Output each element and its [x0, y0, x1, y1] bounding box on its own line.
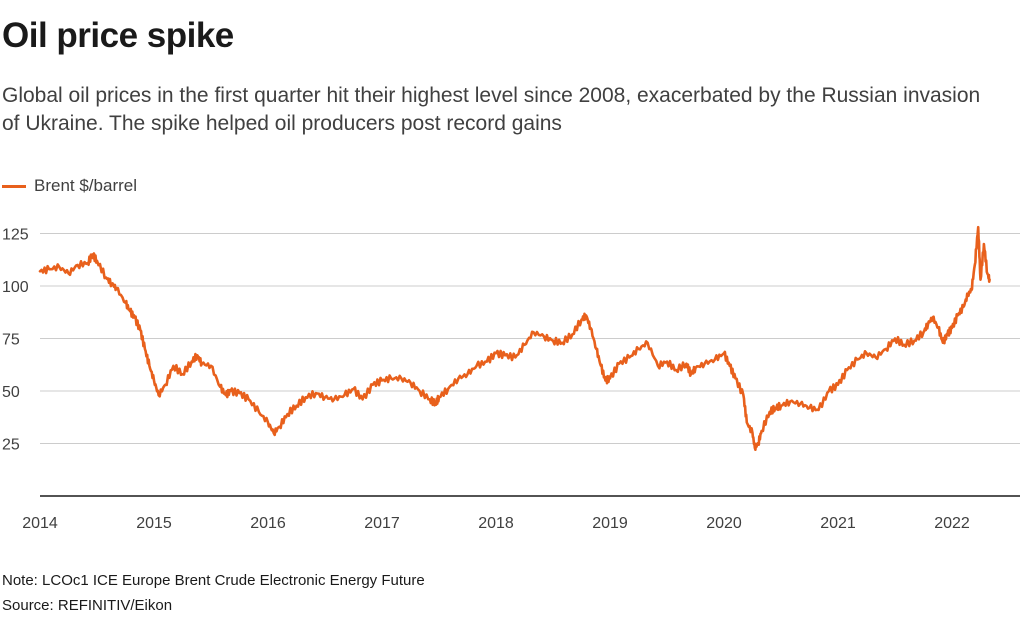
x-tick-label: 2015	[136, 515, 172, 532]
x-tick-label: 2021	[820, 515, 856, 532]
y-tick-label: 100	[2, 279, 29, 296]
x-tick-label: 2016	[250, 515, 286, 532]
legend-swatch	[2, 184, 26, 188]
legend: Brent $/barrel	[2, 176, 137, 196]
x-tick-label: 2020	[706, 515, 742, 532]
chart-source: Source: REFINITIV/Eikon	[2, 597, 173, 614]
x-tick-label: 2018	[478, 515, 514, 532]
y-tick-label: 75	[2, 332, 20, 349]
x-tick-label: 2017	[364, 515, 400, 532]
x-axis-ticks: 2014 2015 2016 2017 2018 2019 2020 2021 2022	[22, 515, 970, 532]
chart-note: Note: LCOc1 ICE Europe Brent Crude Elect…	[2, 572, 425, 589]
x-tick-label: 2014	[22, 515, 58, 532]
x-tick-label: 2019	[592, 515, 628, 532]
series-line-brent	[38, 225, 991, 451]
y-tick-label: 125	[2, 227, 29, 244]
chart-subtitle: Global oil prices in the first quarter h…	[2, 84, 981, 135]
line-chart: 25 50 75 100 125 2014 2015 2016 2017 2018 2019 202…	[2, 225, 1020, 532]
series-layer	[38, 225, 991, 451]
legend-label: Brent $/barrel	[34, 176, 137, 195]
y-tick-label: 50	[2, 384, 20, 401]
y-tick-label: 25	[2, 437, 20, 454]
x-tick-label: 2022	[934, 515, 970, 532]
chart-title: Oil price spike	[2, 16, 234, 55]
y-axis-ticks: 25 50 75 100 125	[2, 227, 29, 454]
